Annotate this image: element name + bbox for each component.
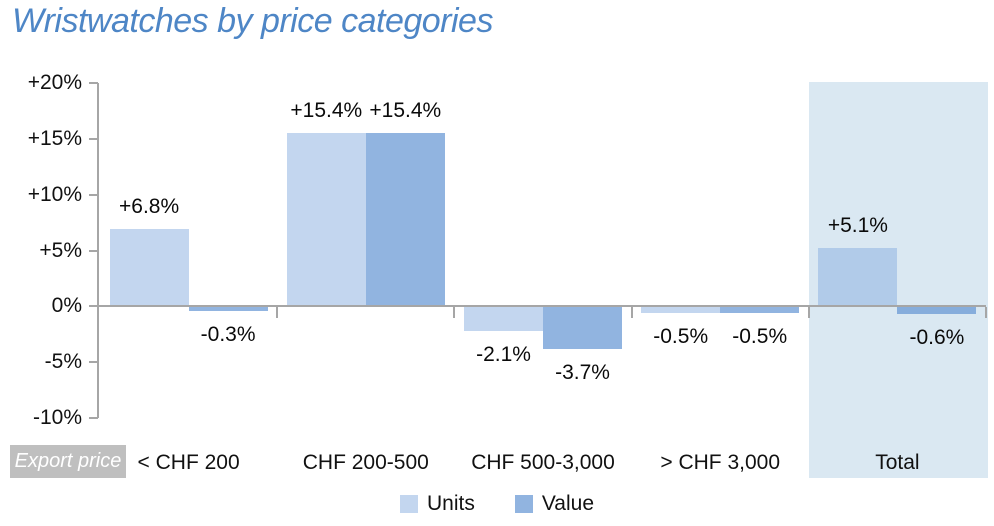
bar-label: -0.6% — [909, 326, 965, 350]
y-axis-tick — [89, 249, 98, 252]
y-axis-label: -10% — [32, 406, 82, 429]
bar-units-2 — [464, 307, 543, 331]
zero-line — [98, 305, 986, 308]
x-axis-label: CHF 200-500 — [302, 451, 429, 474]
y-axis-label: +20% — [27, 71, 82, 94]
legend-entry-units: Units — [399, 492, 475, 516]
y-axis-line — [97, 83, 99, 418]
y-axis-label: 0% — [51, 294, 82, 318]
x-axis-tick — [276, 307, 279, 319]
bar-label: -0.3% — [200, 322, 256, 346]
bar-units-3 — [641, 307, 721, 313]
export-price-chip: Export price — [10, 445, 126, 478]
chart-legend: Units Value — [0, 490, 994, 518]
export-price-label: Export price — [14, 450, 122, 472]
x-axis-label: > CHF 3,000 — [660, 451, 781, 474]
chart-title: Wristwatches by price categories — [12, 2, 493, 40]
y-axis-tick — [89, 361, 98, 364]
bar-units-0 — [109, 229, 189, 306]
bar-units-4 — [818, 248, 898, 306]
x-axis-tick — [453, 307, 456, 319]
y-axis-tick — [89, 137, 98, 140]
y-axis-label: -5% — [44, 350, 82, 374]
legend-units-label: Units — [426, 492, 475, 515]
bar-label: +6.8% — [119, 195, 180, 219]
bar-label: -2.1% — [476, 342, 531, 366]
y-axis-label: +5% — [39, 238, 82, 262]
legend-entry-value: Value — [514, 492, 594, 516]
x-axis-label: < CHF 200 — [137, 451, 240, 474]
bar-label: -0.5% — [732, 324, 788, 348]
bar-value-0 — [188, 307, 268, 311]
x-axis-tick — [630, 307, 633, 319]
x-axis-tick — [985, 307, 987, 319]
bar-label: +15.4% — [369, 99, 442, 123]
bar-label: -0.5% — [653, 324, 709, 348]
units-swatch-icon — [399, 495, 418, 513]
value-swatch-icon — [514, 495, 533, 513]
y-axis-label: +10% — [27, 182, 82, 206]
y-axis-tick — [89, 193, 98, 196]
x-axis-label: CHF 500-3,000 — [471, 451, 615, 474]
y-axis-tick — [89, 305, 98, 308]
y-axis-label: +15% — [27, 126, 82, 150]
x-axis-tick — [807, 307, 810, 319]
bar-value-3 — [720, 307, 800, 313]
y-axis-tick — [89, 82, 98, 84]
bar-label: +15.4% — [290, 99, 363, 123]
bar-label: +5.1% — [827, 214, 888, 238]
bar-label: -3.7% — [555, 360, 610, 384]
bar-value-2 — [543, 307, 622, 349]
bar-value-1 — [365, 133, 445, 306]
bar-value-4 — [897, 307, 977, 315]
bar-units-1 — [286, 133, 366, 306]
legend-value-label: Value — [541, 492, 594, 515]
y-axis-tick — [89, 417, 98, 419]
x-axis-label: Total — [875, 451, 920, 474]
